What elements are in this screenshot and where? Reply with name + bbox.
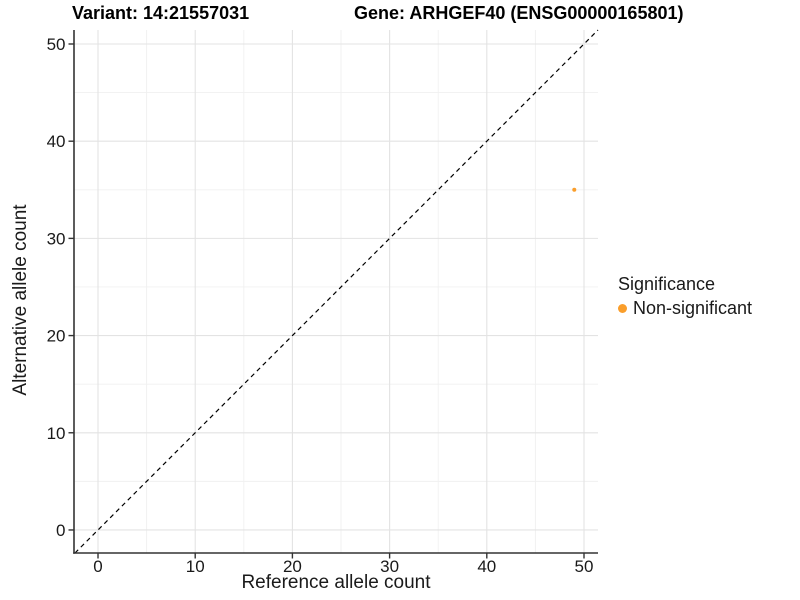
x-axis-title: Reference allele count: [241, 572, 431, 593]
plot-title-variant: Variant: 14:21557031: [72, 3, 250, 23]
x-tick-label: 0: [93, 557, 102, 576]
y-tick-label: 10: [47, 424, 66, 443]
x-tick-label: 10: [186, 557, 205, 576]
y-tick-label: 20: [47, 327, 66, 346]
x-tick-label: 30: [380, 557, 399, 576]
y-tick-label: 0: [56, 521, 65, 540]
y-tick-label: 50: [47, 35, 66, 54]
y-tick-label: 40: [47, 132, 66, 151]
legend-entry-label: Non-significant: [633, 298, 753, 318]
x-tick-label: 20: [283, 557, 302, 576]
legend-entry: Non-significant: [618, 298, 752, 319]
legend: Significance Non-significant: [618, 274, 752, 319]
legend-point-icon: [618, 304, 627, 313]
y-axis-title: Alternative allele count: [10, 204, 31, 396]
legend-title: Significance: [618, 274, 716, 294]
data-point: [572, 187, 577, 192]
plot-title-gene: Gene: ARHGEF40 (ENSG00000165801): [354, 3, 684, 23]
x-tick-label: 50: [575, 557, 594, 576]
x-tick-label: 40: [477, 557, 496, 576]
y-tick-label: 30: [47, 229, 66, 248]
identity-dashed-line: [74, 29, 599, 554]
